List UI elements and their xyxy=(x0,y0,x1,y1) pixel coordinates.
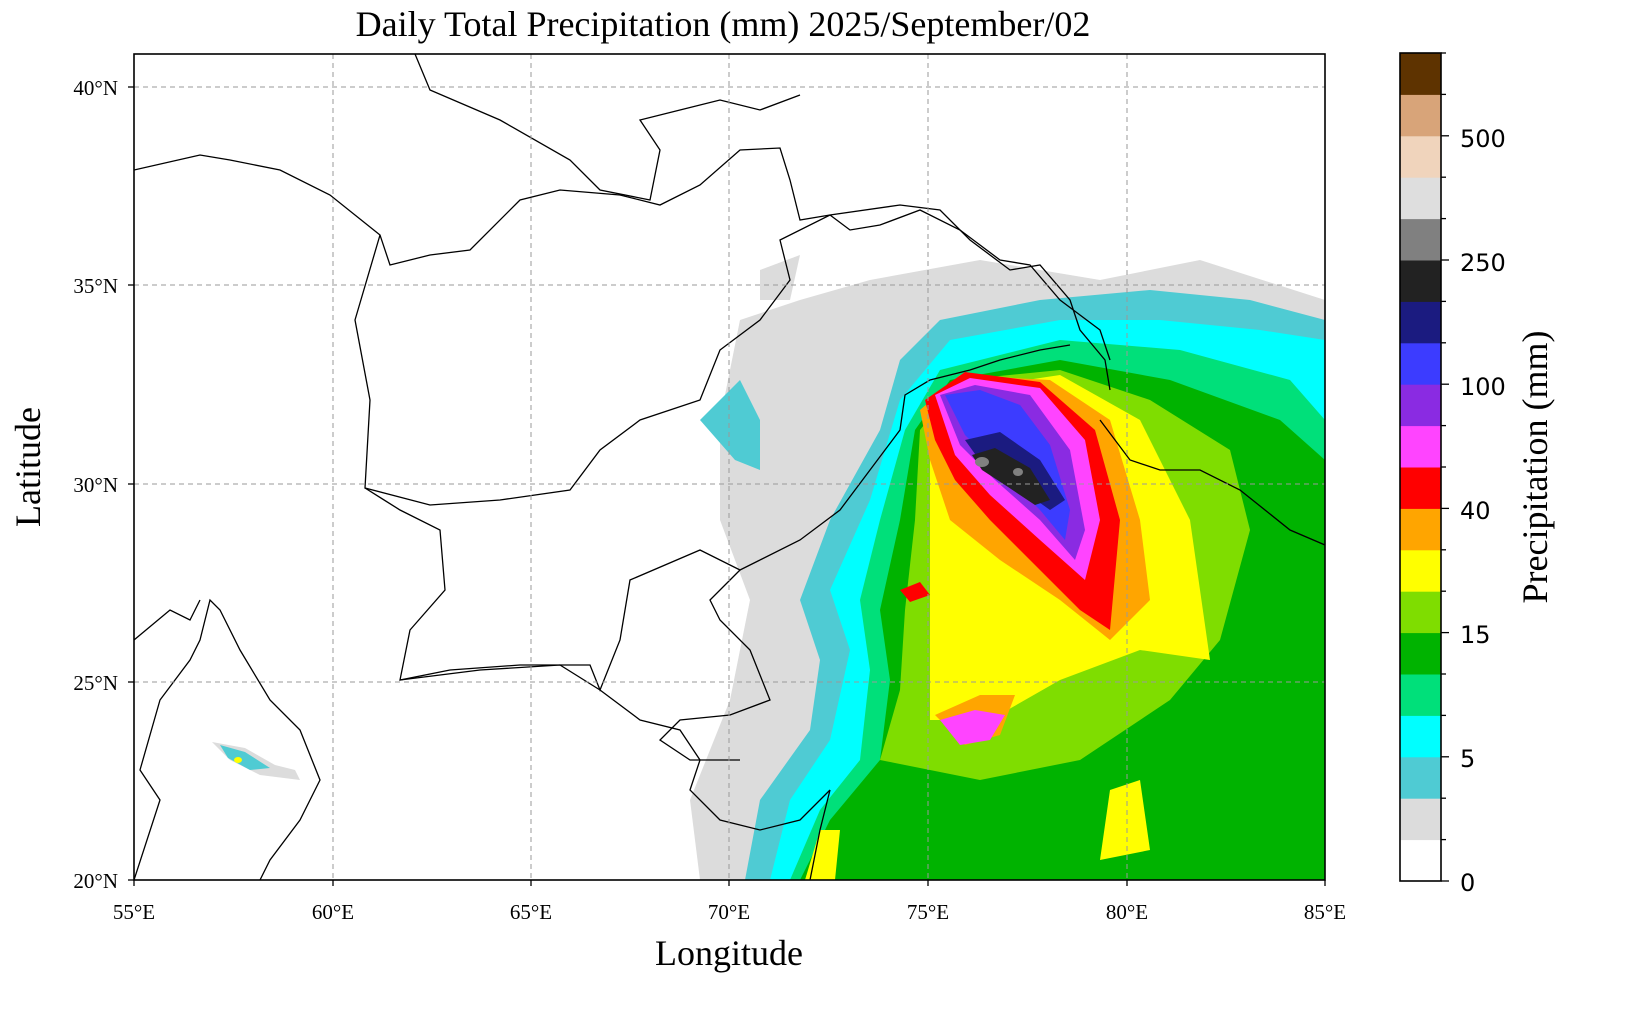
y-tick-label-40: 40°N xyxy=(73,76,118,100)
colorbar-band-2 xyxy=(1400,756,1441,799)
y-tick-label-20: 20°N xyxy=(73,869,118,893)
colorbar-band-20 xyxy=(1400,508,1441,551)
colorbar-band-400 xyxy=(1400,94,1441,137)
precip-contour-40mm-patch xyxy=(900,582,930,602)
colorbar-band-500 xyxy=(1400,53,1441,95)
colorbar-band-10 xyxy=(1400,591,1441,634)
border-iran-pak xyxy=(364,487,761,692)
x-tick-label-65: 65°E xyxy=(510,900,552,924)
colorbar-band-70 xyxy=(1400,342,1441,385)
x-tick-label-80: 80°E xyxy=(1106,900,1148,924)
x-tick-label-85: 85°E xyxy=(1304,900,1346,924)
colorbar-band-50 xyxy=(1400,384,1441,427)
colorbar-bands xyxy=(1400,53,1441,882)
precip-contour-20mm-south xyxy=(805,830,840,880)
precip-contour-20mm-oman xyxy=(234,757,242,763)
colorbar-label-500: 500 xyxy=(1460,125,1506,153)
colorbar-label-5: 5 xyxy=(1460,745,1475,773)
precip-contour-200mm xyxy=(972,448,1050,505)
border-pak-india xyxy=(759,344,1071,561)
y-tick-label-25: 25°N xyxy=(73,671,118,695)
border-india-nepal xyxy=(1099,419,1325,546)
precip-contour-3mm-nw xyxy=(700,380,760,470)
border-china xyxy=(829,209,1111,361)
colorbar-band-7 xyxy=(1400,632,1441,675)
x-tick-label-55: 55°E xyxy=(113,900,155,924)
colorbar-band-150 xyxy=(1400,260,1441,302)
border-caspian-uzbek xyxy=(414,54,801,201)
colorbar-band-300 xyxy=(1400,135,1441,178)
colorbar-label-250: 250 xyxy=(1460,249,1506,277)
colorbar-band-40 xyxy=(1400,425,1441,468)
x-tick-label-70: 70°E xyxy=(708,900,750,924)
colorbar-band-1 xyxy=(1400,798,1441,841)
coastline-pak xyxy=(399,664,831,831)
colorbar-label-0: 0 xyxy=(1460,869,1475,897)
x-axis: 55°E 60°E 65°E 70°E 75°E 80°E 85°E Longi… xyxy=(113,880,1346,973)
precip-contour-250mm xyxy=(975,457,989,467)
map-plot-area xyxy=(133,53,1326,881)
coastline-india xyxy=(809,789,831,880)
x-tick-label-75: 75°E xyxy=(907,900,949,924)
x-tick-label-60: 60°E xyxy=(312,900,354,924)
coastline-oman xyxy=(134,598,321,880)
colorbar-title: Precipitation (mm) xyxy=(1515,331,1555,604)
colorbar-band-200 xyxy=(1400,218,1441,261)
colorbar: 0 5 15 40 100 250 500 Precipitation (mm) xyxy=(1399,52,1555,897)
colorbar-label-40: 40 xyxy=(1460,497,1491,525)
border-uae xyxy=(134,599,201,641)
grid-lines xyxy=(134,54,1325,880)
precip-contour-250mm-2 xyxy=(1013,468,1023,476)
colorbar-band-3 xyxy=(1400,715,1441,758)
precip-contour-1mm-north xyxy=(760,255,800,300)
precipitation-field xyxy=(212,255,1325,880)
colorbar-band-0 xyxy=(1400,839,1441,882)
y-tick-label-35: 35°N xyxy=(73,274,118,298)
country-borders xyxy=(134,54,1325,880)
colorbar-band-250 xyxy=(1400,177,1441,220)
border-iran-turkmenistan xyxy=(134,147,831,266)
colorbar-label-100: 100 xyxy=(1460,373,1506,401)
colorbar-ticks xyxy=(1441,52,1449,882)
precip-contour-50mm-patch xyxy=(940,710,1005,745)
colorbar-band-100 xyxy=(1400,301,1441,344)
x-axis-label: Longitude xyxy=(655,933,803,973)
colorbar-band-30 xyxy=(1400,467,1441,509)
border-india-pak-south xyxy=(658,569,771,761)
colorbar-band-15 xyxy=(1400,549,1441,592)
border-afg-pak xyxy=(354,204,1111,506)
y-axis-label: Latitude xyxy=(8,407,48,527)
precip-contour-20mm-south2 xyxy=(1100,780,1150,860)
y-axis: 20°N 25°N 30°N 35°N 40°N Latitude xyxy=(8,76,134,893)
precip-contour-3mm-oman xyxy=(220,745,270,770)
colorbar-band-5 xyxy=(1400,674,1441,716)
map-title: Daily Total Precipitation (mm) 2025/Sept… xyxy=(356,4,1091,44)
y-tick-label-30: 30°N xyxy=(73,473,118,497)
colorbar-label-15: 15 xyxy=(1460,621,1491,649)
